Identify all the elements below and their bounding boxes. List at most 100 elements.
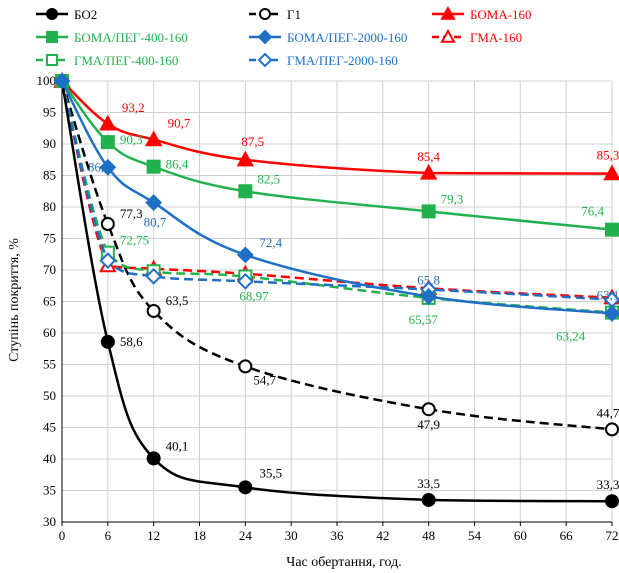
axes: 30 35 40 45 50 55 60 65 70 75 80 85 90 95 100 0 6 12 18 24 3… [37, 73, 619, 543]
data-point [420, 288, 438, 305]
y-tick-label: 35 [43, 483, 56, 498]
legend-marker [46, 54, 58, 66]
legend-label: Г1 [287, 7, 301, 22]
data-label: 85,4 [417, 149, 440, 164]
data-point [421, 402, 436, 417]
y-tick-label: 30 [43, 514, 56, 529]
x-tick-label: 18 [193, 528, 206, 543]
legend-item: ГМА/ПЕГ-2000-160 [249, 52, 398, 68]
data-label: 76,4 [581, 204, 604, 219]
data-point [144, 130, 163, 147]
data-point [100, 135, 115, 150]
legend-marker [46, 8, 58, 20]
y-tick-label: 100 [37, 73, 57, 88]
data-label: 65,57 [409, 312, 439, 327]
series-4 [53, 72, 619, 322]
legend-item: Г1 [249, 7, 301, 22]
data-label: 40,1 [166, 438, 189, 453]
data-label: 86,4 [166, 157, 189, 172]
series-group [53, 71, 619, 509]
data-label: 82,5 [257, 171, 280, 186]
data-point [236, 246, 254, 264]
data-label: 93,2 [122, 100, 145, 115]
x-tick-label: 0 [59, 528, 66, 543]
x-tick-label: 30 [285, 528, 298, 543]
legend-item: БОМА/ПЕГ-400-160 [36, 30, 188, 45]
legend-label: ГМА/ПЕГ-400-160 [74, 53, 178, 68]
data-point [146, 451, 161, 466]
data-label: 85,3 [597, 148, 619, 163]
data-label: 87,5 [241, 134, 264, 149]
data-label: 72,4 [259, 235, 282, 250]
data-label: 90,3 [120, 132, 143, 147]
legend-item: БО2 [36, 7, 97, 22]
data-label: 58,6 [120, 334, 143, 349]
y-tick-label: 80 [43, 199, 56, 214]
data-label: 47,9 [417, 417, 440, 432]
legend-marker [46, 31, 58, 43]
data-point [603, 305, 619, 322]
legend-label: ГМА/ПЕГ-2000-160 [287, 53, 398, 68]
series-line [60, 80, 613, 503]
y-tick-label: 40 [43, 451, 56, 466]
legend-label: БОМА/ПЕГ-2000-160 [287, 30, 407, 45]
data-label: 63,24 [556, 329, 586, 344]
x-tick-label: 48 [422, 528, 435, 543]
data-label: 44,7 [597, 405, 619, 420]
y-tick-label: 70 [43, 262, 56, 277]
data-point [146, 303, 161, 318]
data-point [99, 158, 117, 176]
data-label: 63,1 [597, 287, 619, 302]
data-point [605, 494, 619, 509]
data-point [238, 184, 253, 199]
legend-label: ГМА-160 [470, 30, 522, 45]
series-line [60, 80, 613, 431]
data-label: 90,7 [168, 116, 191, 131]
x-tick-label: 42 [376, 528, 389, 543]
data-label: 80,7 [144, 215, 167, 230]
data-label: 63,5 [166, 293, 189, 308]
data-point [421, 204, 436, 219]
y-axis-title: Ступінь покриття, % [7, 238, 22, 362]
data-point [605, 222, 619, 237]
series-line [60, 80, 613, 314]
legend: БО2 Г1 БОМА-160 БОМА/ПЕГ-400-160 БОМА/ПЕГ-20… [36, 5, 532, 68]
legend-label: БОМА-160 [470, 7, 532, 22]
y-tick-label: 95 [43, 105, 56, 120]
x-tick-label: 60 [514, 528, 527, 543]
legend-marker [440, 28, 456, 43]
x-tick-label: 54 [468, 528, 482, 543]
y-tick-label: 85 [43, 168, 56, 183]
data-point [145, 267, 163, 285]
x-tick-label: 12 [147, 528, 160, 543]
data-point [421, 492, 436, 507]
data-point [99, 252, 117, 269]
data-label: 77,3 [120, 206, 143, 221]
legend-item: ГМА/ПЕГ-400-160 [36, 53, 178, 68]
data-point [238, 359, 253, 374]
series-line [60, 80, 613, 301]
data-point [100, 217, 115, 232]
x-tick-label: 72 [606, 528, 619, 543]
y-tick-label: 75 [43, 231, 56, 246]
legend-marker [257, 52, 273, 68]
y-tick-label: 65 [43, 294, 56, 309]
data-point [53, 72, 71, 90]
x-tick-label: 36 [331, 528, 345, 543]
data-point [236, 150, 255, 167]
data-label: 33,3 [597, 477, 619, 492]
data-point [419, 163, 438, 180]
legend-marker [259, 8, 271, 20]
legend-label: БОМА/ПЕГ-400-160 [74, 30, 188, 45]
series-0 [55, 74, 619, 509]
data-label: 79,3 [441, 191, 464, 206]
data-point [603, 164, 619, 181]
data-label: 65,8 [417, 272, 440, 287]
y-tick-label: 60 [43, 325, 56, 340]
data-label: 33,5 [417, 476, 440, 491]
data-label: 86,3 [88, 159, 111, 174]
x-tick-label: 24 [239, 528, 253, 543]
x-axis-title: Час обертання, год. [286, 555, 402, 570]
data-label: 35,5 [259, 465, 282, 480]
